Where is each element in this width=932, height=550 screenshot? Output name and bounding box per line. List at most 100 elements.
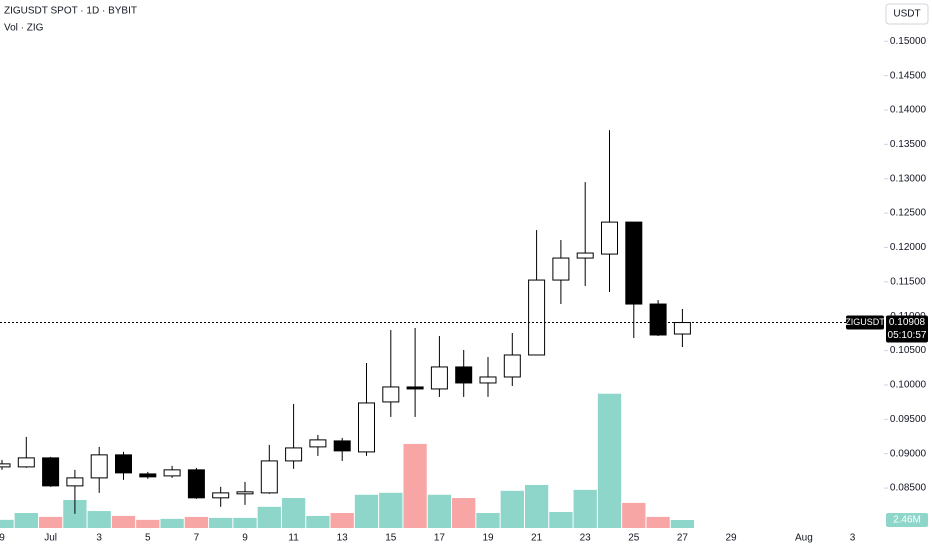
volume-bar xyxy=(63,499,87,528)
chart-title: ZIGUSDT SPOT · 1D · BYBIT xyxy=(4,6,137,17)
x-tick-label: 17 xyxy=(434,533,446,544)
volume-bar xyxy=(257,506,281,528)
x-tick-label: 21 xyxy=(531,533,543,544)
candle-body xyxy=(333,440,351,452)
candle-body xyxy=(260,460,278,494)
x-tick-label: 29 xyxy=(725,533,737,544)
volume-bar xyxy=(0,519,14,528)
volume-bar xyxy=(281,498,306,528)
x-tick-label: 13 xyxy=(337,533,349,544)
candle-body xyxy=(552,257,570,281)
x-tick-label: 3 xyxy=(850,533,856,544)
y-tick-label: 0.10500 xyxy=(890,345,927,356)
volume-bar xyxy=(14,513,38,528)
y-tick-label: 0.14000 xyxy=(890,105,927,116)
x-tick-label: 3 xyxy=(96,533,102,544)
x-tick-label: 25 xyxy=(628,533,640,544)
x-tick-label: 9 xyxy=(242,533,248,544)
candle-body xyxy=(139,473,157,478)
x-tick-label: 9 xyxy=(0,533,5,544)
candle-body xyxy=(358,402,375,453)
y-tick-label: 0.14500 xyxy=(890,70,927,81)
candle-body xyxy=(673,322,691,335)
volume-bar xyxy=(452,498,476,528)
candle-body xyxy=(430,366,448,390)
candle-body xyxy=(309,439,327,448)
volume-bar xyxy=(524,484,549,528)
x-tick-label: Aug xyxy=(795,533,813,544)
volume-bar xyxy=(233,517,257,528)
volume-bar xyxy=(184,516,209,528)
y-tick-label: 0.13500 xyxy=(890,139,927,150)
currency-button[interactable] xyxy=(885,3,929,25)
y-tick-label: 0.09500 xyxy=(890,414,927,425)
volume-bar xyxy=(646,516,670,528)
candle-body xyxy=(90,454,108,479)
x-tick-label: Jul xyxy=(44,533,57,544)
volume-bar xyxy=(136,519,160,528)
x-tick-label: 23 xyxy=(580,533,592,544)
candle-body xyxy=(649,303,667,336)
volume-bar xyxy=(500,490,524,528)
x-tick-label: 7 xyxy=(194,533,200,544)
candle-body xyxy=(576,252,594,259)
x-tick-label: 27 xyxy=(677,533,689,544)
volume-bar xyxy=(573,489,597,528)
candle-body xyxy=(455,366,473,384)
volume-bar xyxy=(549,512,573,528)
candle-body xyxy=(0,463,11,468)
volume-bar xyxy=(670,519,695,528)
candle-body xyxy=(479,376,497,384)
candle-body xyxy=(236,491,254,495)
volume-bar xyxy=(403,443,427,528)
candle-body xyxy=(625,221,643,305)
volume-bar xyxy=(476,513,500,528)
y-tick-label: 0.15000 xyxy=(890,36,927,47)
volume-bar xyxy=(306,515,330,528)
y-tick-label: 0.13000 xyxy=(890,173,927,184)
volume-bar xyxy=(38,516,63,528)
volume-bar xyxy=(622,502,646,528)
y-tick-label: 0.11500 xyxy=(890,276,926,287)
candle-body xyxy=(163,469,181,477)
volume-bar xyxy=(160,518,184,528)
candle-body xyxy=(601,221,618,255)
candle-body xyxy=(17,457,35,468)
chart-subtitle: Vol · ZIG xyxy=(4,23,44,34)
volume-bar xyxy=(209,517,233,528)
volume-label-box xyxy=(886,512,928,527)
y-tick-label: 0.09000 xyxy=(890,448,927,459)
volume-bar xyxy=(330,513,354,528)
volume-bar xyxy=(87,511,111,528)
x-tick-label: 19 xyxy=(482,533,494,544)
candle-body xyxy=(115,454,132,474)
last-price-box xyxy=(886,315,928,343)
candle-body xyxy=(285,447,303,462)
volume-bar xyxy=(379,492,403,528)
volume-bar xyxy=(427,494,452,528)
y-tick-label: 0.12500 xyxy=(890,208,927,219)
symbol-tag-box xyxy=(846,315,884,330)
countdown: 05:10:57 xyxy=(888,330,927,341)
candle-body xyxy=(187,469,205,499)
currency-label[interactable]: USDT xyxy=(893,9,920,20)
last-price-label: 0.10908 xyxy=(889,317,926,328)
y-tick-label: 0.08500 xyxy=(890,483,927,494)
y-tick-label: 0.10000 xyxy=(890,380,927,391)
candle-body xyxy=(528,279,546,356)
volume-bar xyxy=(111,515,136,528)
candle-body xyxy=(42,457,60,487)
candle-body xyxy=(503,354,521,378)
volume-bar xyxy=(354,494,379,528)
x-tick-label: 5 xyxy=(145,533,151,544)
candle-body xyxy=(212,492,230,499)
x-tick-label: 11 xyxy=(288,533,299,544)
volume-label: 2.46M xyxy=(893,515,921,526)
candle-body xyxy=(406,386,424,390)
candle-body xyxy=(66,477,84,487)
y-tick-label: 0.12000 xyxy=(890,242,927,253)
symbol-tag: ZIGUSDT xyxy=(845,317,885,327)
volume-bar xyxy=(597,393,622,528)
